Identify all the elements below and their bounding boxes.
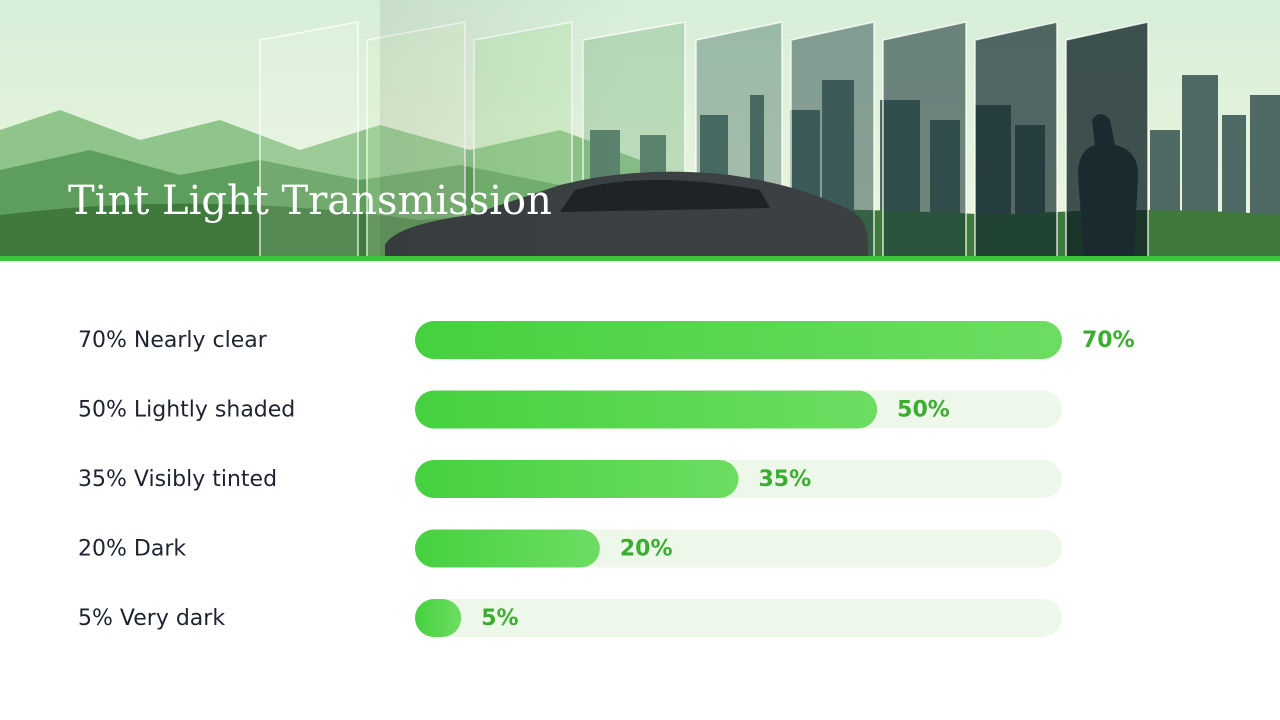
category-label: 20% Dark	[78, 537, 186, 562]
bar	[415, 321, 1062, 359]
value-label: 70%	[1082, 328, 1135, 353]
category-label: 5% Very dark	[78, 606, 225, 631]
bar	[415, 529, 600, 568]
value-label: 50%	[897, 398, 950, 423]
bar-track	[415, 599, 1062, 637]
bar	[415, 599, 462, 637]
value-label: 20%	[620, 537, 673, 562]
bar	[415, 390, 878, 429]
bar	[415, 460, 739, 498]
header-image	[0, 0, 1280, 261]
value-label: 35%	[759, 467, 812, 492]
chart-title: Tint Light Transmission	[68, 178, 552, 224]
category-label: 35% Visibly tinted	[78, 467, 277, 492]
category-label: 70% Nearly clear	[78, 328, 268, 353]
category-label: 50% Lightly shaded	[78, 398, 295, 423]
value-label: 5%	[481, 606, 518, 631]
